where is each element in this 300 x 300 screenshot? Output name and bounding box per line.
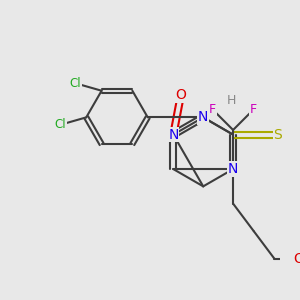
Text: N: N [198, 110, 208, 124]
Text: F: F [250, 103, 257, 116]
Text: Cl: Cl [54, 118, 66, 131]
Text: O: O [293, 252, 300, 266]
Text: N: N [228, 162, 238, 176]
Text: H: H [226, 94, 236, 107]
Text: S: S [273, 128, 282, 142]
Text: O: O [176, 88, 186, 103]
Text: F: F [209, 103, 216, 116]
Text: N: N [168, 128, 178, 142]
Text: Cl: Cl [70, 77, 81, 90]
